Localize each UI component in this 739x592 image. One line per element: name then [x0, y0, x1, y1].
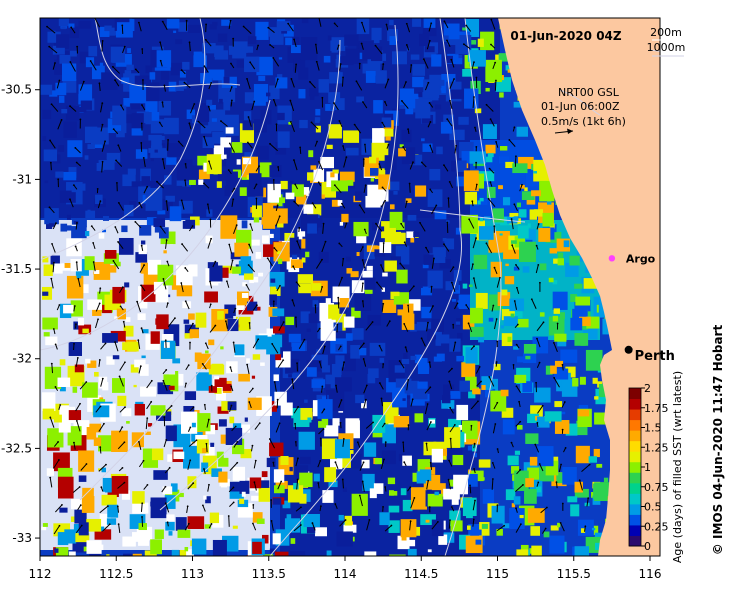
colorbar-segment	[629, 472, 641, 484]
credit-text: © IMOS 04-Jun-2020 11:47 Hobart	[711, 325, 725, 556]
colorbar-segment	[629, 493, 641, 505]
colorbar-tick-label: 0	[644, 540, 651, 553]
colorbar-segment	[629, 524, 641, 536]
current-legend-time: 01-Jun 06:00Z	[541, 100, 620, 113]
colorbar-segment	[629, 388, 641, 400]
x-tick-label: 114.5	[404, 567, 438, 581]
colorbar-segment	[629, 535, 641, 547]
colorbar: 0 0.25 0.5 0.75 1 1.25 1.5 1.75 2 Age (days) of …	[628, 371, 684, 563]
colorbar-segment	[629, 419, 641, 431]
colorbar-segment	[629, 440, 641, 452]
colorbar-tick-label: 0.5	[644, 501, 662, 514]
depth-legend-shallow: 200m	[650, 26, 682, 39]
y-tick-label: -32.5	[1, 441, 32, 455]
perth-label: Perth	[635, 349, 675, 364]
x-axis: 112 112.5 113 113.5 114 114.5 115 115.5 116	[29, 556, 662, 581]
y-tick-label: -32	[12, 352, 32, 366]
plot-frame	[39, 17, 661, 557]
x-tick-label: 112.5	[99, 567, 133, 581]
x-tick-label: 112	[29, 567, 52, 581]
map-title: 01-Jun-2020 04Z	[510, 29, 621, 43]
colorbar-segment	[629, 514, 641, 526]
argo-marker	[608, 255, 616, 262]
perth-marker	[624, 345, 633, 354]
x-tick-label: 115.5	[557, 567, 591, 581]
colorbar-tick-label: 1	[644, 461, 651, 474]
depth-legend: 200m 1000m	[647, 26, 686, 57]
current-legend-scale: 0.5m/s (1kt 6h)	[541, 115, 626, 128]
colorbar-tick-label: 0.25	[644, 520, 669, 533]
y-tick-label: -30.5	[1, 83, 32, 97]
colorbar-segment	[629, 398, 641, 410]
y-tick-label: -33	[12, 531, 32, 545]
current-legend: NRT00 GSL 01-Jun 06:00Z 0.5m/s (1kt 6h)	[541, 86, 626, 134]
x-tick-label: 116	[639, 567, 662, 581]
x-tick-label: 115	[486, 567, 509, 581]
current-legend-product: NRT00 GSL	[558, 86, 620, 99]
y-axis: -30.5 -31 -31.5 -32 -32.5 -33	[1, 83, 40, 545]
colorbar-tick-label: 1.25	[644, 441, 669, 454]
colorbar-segment	[629, 461, 641, 473]
x-tick-label: 113.5	[252, 567, 286, 581]
colorbar-tick-label: 0.75	[644, 481, 669, 494]
colorbar-label: Age (days) of filled SST (wrt latest)	[671, 371, 684, 563]
colorbar-segment	[629, 451, 641, 463]
y-tick-label: -31	[12, 172, 32, 186]
argo-label: Argo	[626, 252, 656, 265]
depth-legend-deep: 1000m	[647, 41, 686, 54]
y-tick-label: -31.5	[1, 262, 32, 276]
colorbar-tick-label: 1.75	[644, 402, 669, 415]
colorbar-tick-label: 1.5	[644, 422, 662, 435]
colorbar-segment	[629, 503, 641, 515]
x-tick-label: 114	[334, 567, 357, 581]
colorbar-tick-label: 2	[644, 382, 651, 395]
map-plot-area	[40, 18, 660, 556]
colorbar-segment	[629, 482, 641, 494]
current-vectors	[46, 18, 591, 535]
land-mass	[498, 18, 660, 556]
colorbar-segment	[629, 409, 641, 421]
x-tick-label: 113	[181, 567, 204, 581]
colorbar-segment	[629, 430, 641, 442]
